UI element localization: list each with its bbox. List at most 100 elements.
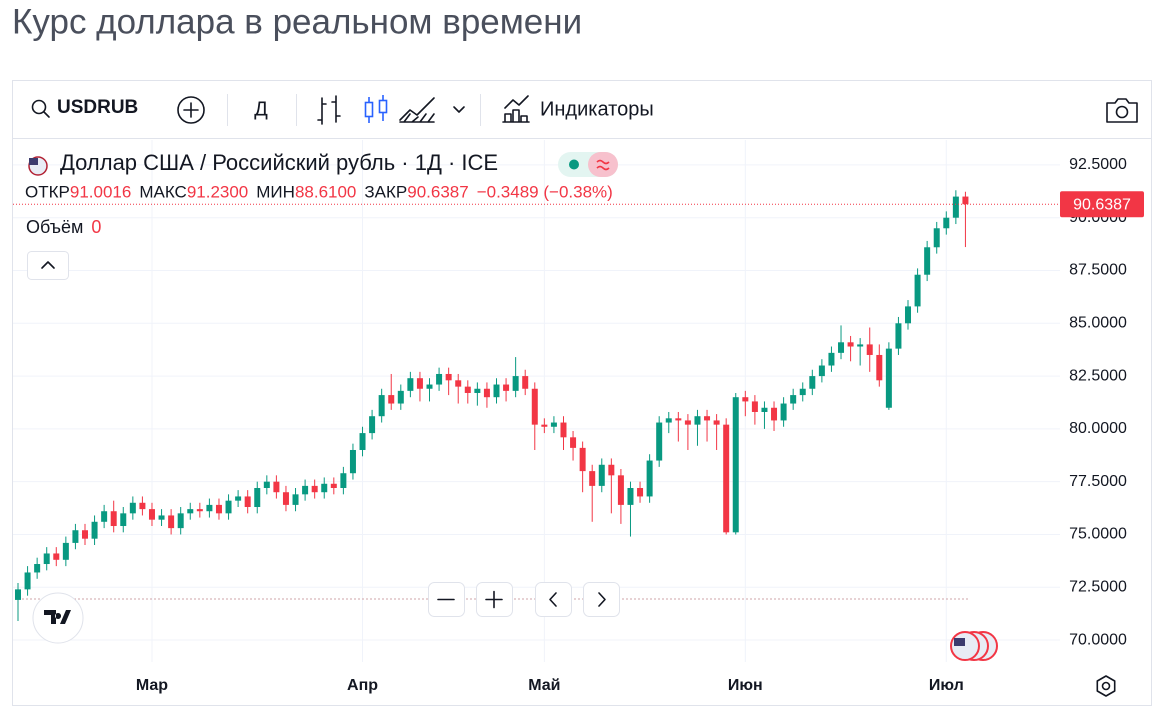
candle-body bbox=[474, 388, 481, 393]
candle-body bbox=[445, 373, 452, 381]
candle-body bbox=[704, 416, 711, 421]
flag-canton bbox=[954, 638, 965, 646]
candle-body bbox=[397, 390, 404, 404]
series-title: Доллар США / Российский рубль · 1Д · ICE bbox=[60, 150, 498, 175]
scroll-right[interactable] bbox=[583, 582, 620, 617]
tv-logo[interactable] bbox=[32, 592, 84, 644]
ohlc-value: 91.2300 bbox=[187, 182, 248, 201]
candle-body bbox=[771, 407, 778, 421]
area-style[interactable] bbox=[399, 97, 435, 123]
bars-style[interactable] bbox=[317, 95, 341, 125]
x-tick-label: Июл bbox=[929, 677, 964, 694]
candle-body bbox=[330, 483, 337, 488]
candle-body bbox=[148, 509, 155, 520]
snapshot-button[interactable] bbox=[1106, 98, 1138, 123]
candle-body bbox=[694, 416, 701, 425]
candles-body bbox=[378, 99, 388, 114]
candle-body bbox=[72, 530, 79, 543]
candle-body bbox=[723, 424, 730, 533]
settings[interactable] bbox=[1096, 675, 1116, 697]
candle-body bbox=[761, 407, 768, 412]
candle-body bbox=[388, 395, 395, 404]
ohlc-value: 90.6387 bbox=[407, 182, 468, 201]
collapse-button[interactable] bbox=[27, 251, 69, 280]
candle-body bbox=[857, 344, 864, 347]
indicators-button[interactable]: Индикаторы bbox=[502, 95, 654, 123]
candle-body bbox=[550, 422, 557, 427]
y-tick-label: 87.5000 bbox=[1069, 262, 1127, 279]
candle-body bbox=[905, 306, 912, 324]
candle-body bbox=[828, 352, 835, 366]
scroll-left[interactable] bbox=[535, 582, 572, 617]
x-tick-label: Апр bbox=[347, 677, 378, 694]
candle-body bbox=[349, 449, 356, 474]
candle-body bbox=[962, 196, 969, 205]
candle-body bbox=[378, 395, 385, 417]
candle-body bbox=[62, 542, 69, 560]
candle-body bbox=[91, 521, 98, 539]
candle-body bbox=[838, 342, 845, 353]
candle-body bbox=[780, 403, 787, 421]
volume-label: Объём bbox=[26, 217, 83, 237]
candle-body bbox=[933, 228, 940, 248]
candle-body bbox=[436, 373, 443, 385]
zoom-in-icon bbox=[485, 590, 503, 609]
candle-body bbox=[675, 418, 682, 421]
candle-body bbox=[742, 397, 749, 402]
legend: Доллар США / Российский рубль · 1Д · ICE… bbox=[25, 150, 618, 280]
area-icon bbox=[399, 97, 435, 123]
candle-body bbox=[359, 433, 366, 450]
y-tick-label: 75.0000 bbox=[1069, 526, 1127, 543]
candles-style[interactable] bbox=[364, 95, 388, 123]
candle-body bbox=[541, 424, 548, 427]
volume-value: 0 bbox=[91, 217, 101, 237]
candle-body bbox=[924, 247, 931, 275]
last-price-label: 90.6387 bbox=[1073, 196, 1131, 213]
candle-body bbox=[914, 274, 921, 307]
ohlc-label: ЗАКР bbox=[364, 182, 407, 201]
ohlc-value: 88.6100 bbox=[295, 182, 356, 201]
bars-icon bbox=[317, 95, 341, 125]
candle-body bbox=[43, 553, 50, 565]
candle-body bbox=[713, 420, 720, 425]
candle-body bbox=[101, 511, 108, 522]
widget-frame bbox=[12, 80, 1152, 706]
candle-body bbox=[876, 354, 883, 381]
x-tick-label: Май bbox=[528, 677, 560, 694]
candle-body bbox=[215, 504, 222, 514]
y-tick-label: 80.0000 bbox=[1069, 420, 1127, 437]
ohlc-label: МИН bbox=[256, 182, 295, 201]
candle-body bbox=[263, 481, 270, 488]
chart-type-chevron[interactable] bbox=[453, 106, 465, 113]
candle-body bbox=[340, 473, 347, 488]
candle-body bbox=[579, 447, 586, 472]
candle-body bbox=[187, 509, 194, 514]
candle-body bbox=[407, 378, 414, 391]
ohlc-change: −0.3489 (−0.38%) bbox=[477, 182, 613, 201]
candle-body bbox=[608, 464, 615, 476]
candle-body bbox=[321, 483, 328, 493]
candle-body bbox=[799, 388, 806, 396]
candle-body bbox=[282, 492, 289, 505]
candle-body bbox=[646, 460, 653, 497]
candle-body bbox=[273, 481, 280, 493]
candle-body bbox=[196, 509, 203, 512]
symbol: USDRUB bbox=[57, 97, 138, 118]
candle-body bbox=[455, 380, 462, 387]
candle-body bbox=[81, 530, 88, 539]
y-tick-label: 77.5000 bbox=[1069, 473, 1127, 490]
indicators-icon bbox=[502, 95, 530, 123]
y-tick-label: 70.0000 bbox=[1069, 631, 1127, 648]
candle-body bbox=[24, 572, 31, 590]
compare-button[interactable] bbox=[177, 96, 205, 124]
data-status bbox=[588, 152, 618, 177]
indicators-label: Индикаторы bbox=[540, 98, 654, 120]
plus-circle bbox=[177, 96, 205, 124]
candle-body bbox=[120, 513, 127, 527]
interval[interactable]: Д bbox=[254, 98, 268, 120]
x-tick-label: Июн bbox=[728, 677, 763, 694]
symbol-search[interactable]: USDRUB bbox=[31, 97, 139, 118]
candle-body bbox=[158, 515, 165, 520]
candle-body bbox=[483, 388, 490, 398]
